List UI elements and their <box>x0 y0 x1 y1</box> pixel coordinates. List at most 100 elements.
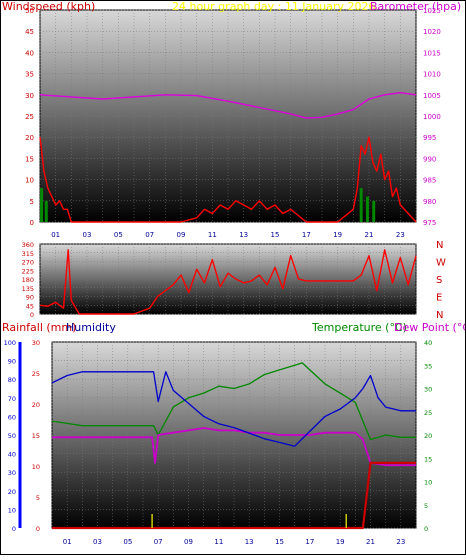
chart-marks: 01 03 05 07 09 11 13 15 17 19 21 235045403530252015… <box>4 7 446 546</box>
rain-temp-x-tick-label: 07 <box>154 538 163 546</box>
barometer-tick-label: 995 <box>423 134 436 142</box>
humidity-tick-label: 30 <box>8 469 16 477</box>
wind-baro-x-tick-label: 19 <box>333 231 342 239</box>
windspeed-tick-label: 30 <box>25 92 34 100</box>
humidity-tick-label: 50 <box>8 432 16 440</box>
temperature-tick-label: 40 <box>424 339 432 347</box>
rain-temp-x-tick-label: 09 <box>184 538 193 546</box>
humidity-series-line <box>51 371 416 447</box>
temperature-tick-label: 0 <box>424 525 428 533</box>
compass-label-n: N <box>436 310 443 321</box>
wind-direction-series-line <box>39 249 417 315</box>
humidity-title: Humidity <box>66 321 116 334</box>
direction-tick-label: 315 <box>22 250 34 258</box>
barometer-title: Barometer (hpa) <box>370 0 461 13</box>
humidity-tick-label: 10 <box>8 506 16 514</box>
windspeed-title: Windspeed (kph) <box>2 0 95 13</box>
barometer-tick-label: 1025 <box>423 7 441 15</box>
temperature-tick-label: 30 <box>424 386 432 394</box>
rainfall-tick-label: 30 <box>32 339 40 347</box>
dewpoint-title: Dew Point (°C) <box>394 321 466 334</box>
windspeed-tick-label: 0 <box>30 219 34 227</box>
barometer-tick-label: 1015 <box>423 49 441 57</box>
rain-temp-x-tick-label: 23 <box>396 538 405 546</box>
direction-tick-label: 360 <box>22 241 34 249</box>
compass-label-w: W <box>436 258 446 269</box>
wind-baro-x-tick-label: 03 <box>83 231 92 239</box>
barometer-tick-label: 1010 <box>423 71 441 79</box>
wind-baro-x-tick-label: 17 <box>302 231 311 239</box>
humidity-tick-label: 70 <box>8 395 16 403</box>
direction-tick-label: 0 <box>30 311 34 319</box>
windspeed-tick-label: 10 <box>25 177 34 185</box>
rainfall-title: Rainfall (mm) <box>2 321 76 334</box>
humidity-tick-label: 60 <box>8 413 16 421</box>
rain-temp-x-tick-label: 01 <box>63 538 72 546</box>
direction-tick-label: 225 <box>22 267 34 275</box>
windspeed-tick-label: 50 <box>25 7 34 15</box>
windspeed-tick-label: 20 <box>25 134 34 142</box>
rainfall-series-line <box>52 461 416 530</box>
wind-baro-x-tick-label: 05 <box>114 231 123 239</box>
dewpoint-series-line <box>52 427 416 467</box>
barometer-tick-label: 980 <box>423 198 436 206</box>
humidity-tick-label: 80 <box>8 376 16 384</box>
windspeed-tick-label: 35 <box>25 71 34 79</box>
rainfall-tick-label: 15 <box>32 432 40 440</box>
rain-temp-x-tick-label: 05 <box>123 538 132 546</box>
barometer-tick-label: 1000 <box>423 113 441 121</box>
wind-baro-x-tick-label: 23 <box>396 231 405 239</box>
temperature-tick-label: 25 <box>424 409 432 417</box>
rainfall-tick-label: 5 <box>36 494 40 502</box>
compass-label-n: N <box>436 240 443 251</box>
windspeed-series-line <box>39 136 417 223</box>
wind-baro-x-tick-label: 13 <box>239 231 248 239</box>
temperature-tick-label: 10 <box>424 479 432 487</box>
humidity-tick-label: 90 <box>8 358 16 366</box>
rain-temp-x-tick-label: 15 <box>275 538 284 546</box>
rain-temp-x-tick-label: 03 <box>93 538 102 546</box>
temperature-tick-label: 35 <box>424 362 432 370</box>
wind-baro-x-tick-label: 07 <box>145 231 154 239</box>
rainfall-tick-label: 10 <box>32 463 40 471</box>
direction-tick-label: 90 <box>26 294 34 302</box>
rain-temp-x-tick-label: 17 <box>305 538 314 546</box>
wind-baro-x-tick-label: 09 <box>177 231 186 239</box>
rain-temp-x-tick-label: 19 <box>336 538 345 546</box>
barometer-tick-label: 985 <box>423 177 436 185</box>
chart-title: 24 hour graph day : 11 January 2026 <box>172 0 376 13</box>
rainfall-tick-label: 0 <box>36 525 40 533</box>
humidity-tick-label: 0 <box>12 525 16 533</box>
rainfall-tick-label: 25 <box>32 370 40 378</box>
windspeed-tick-label: 40 <box>25 49 34 57</box>
wind-baro-x-tick-label: 15 <box>271 231 280 239</box>
direction-tick-label: 45 <box>26 302 34 310</box>
windspeed-tick-label: 25 <box>25 113 34 121</box>
windspeed-tick-label: 5 <box>30 198 34 206</box>
direction-tick-label: 270 <box>22 259 34 267</box>
barometer-tick-label: 975 <box>423 219 436 227</box>
barometer-tick-label: 1020 <box>423 28 441 36</box>
temperature-tick-label: 20 <box>424 432 432 440</box>
rain-temp-x-tick-label: 13 <box>245 538 254 546</box>
compass-label-s: S <box>436 275 442 286</box>
barometer-tick-label: 1005 <box>423 92 441 100</box>
compass-label-e: E <box>436 293 442 304</box>
windspeed-tick-label: 45 <box>25 28 34 36</box>
barometer-tick-label: 990 <box>423 155 436 163</box>
wind-baro-x-tick-label: 01 <box>51 231 60 239</box>
direction-tick-label: 135 <box>22 285 34 293</box>
temperature-tick-label: 15 <box>424 455 432 463</box>
rain-temp-x-tick-label: 11 <box>214 538 223 546</box>
barometer-series-line <box>39 91 417 119</box>
rainfall-tick-label: 20 <box>32 401 40 409</box>
wind-baro-x-tick-label: 11 <box>208 231 217 239</box>
humidity-tick-label: 40 <box>8 451 16 459</box>
temperature-series-line <box>51 362 416 441</box>
windspeed-tick-label: 15 <box>25 155 34 163</box>
temperature-tick-label: 5 <box>424 502 428 510</box>
wind-baro-x-tick-label: 21 <box>365 231 374 239</box>
